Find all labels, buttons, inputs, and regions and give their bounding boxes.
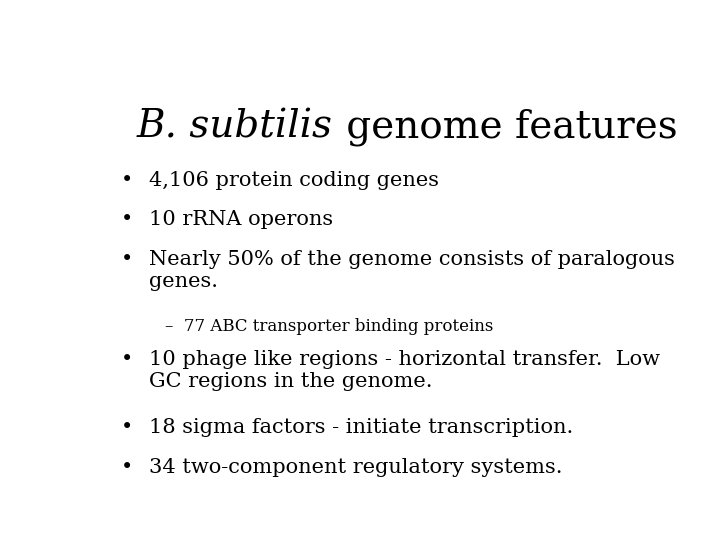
Text: genome features: genome features <box>334 109 678 146</box>
Text: 10 phage like regions - horizontal transfer.  Low
GC regions in the genome.: 10 phage like regions - horizontal trans… <box>148 349 660 390</box>
Text: B. subtilis: B. subtilis <box>137 109 333 145</box>
Text: Nearly 50% of the genome consists of paralogous
genes.: Nearly 50% of the genome consists of par… <box>148 250 675 291</box>
Text: •: • <box>121 171 133 190</box>
Text: •: • <box>121 349 133 369</box>
Text: –  77 ABC transporter binding proteins: – 77 ABC transporter binding proteins <box>166 319 494 335</box>
Text: 4,106 protein coding genes: 4,106 protein coding genes <box>148 171 438 190</box>
Text: •: • <box>121 250 133 269</box>
Text: •: • <box>121 418 133 437</box>
Text: •: • <box>121 458 133 477</box>
Text: 34 two-component regulatory systems.: 34 two-component regulatory systems. <box>148 458 562 477</box>
Text: 18 sigma factors - initiate transcription.: 18 sigma factors - initiate transcriptio… <box>148 418 573 437</box>
Text: •: • <box>121 210 133 230</box>
Text: 10 rRNA operons: 10 rRNA operons <box>148 210 333 230</box>
